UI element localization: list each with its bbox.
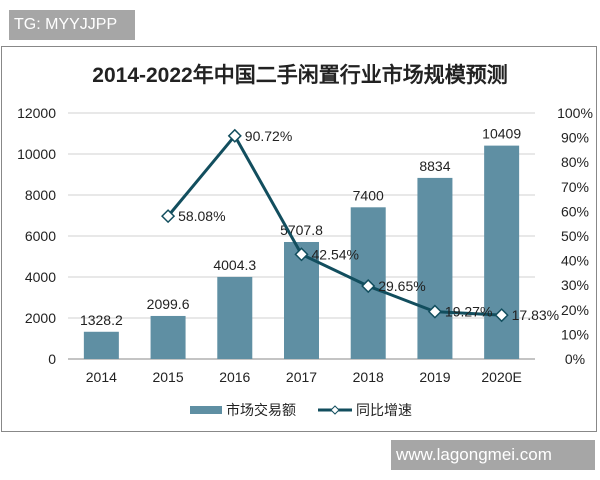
y-left-tick: 0 <box>48 351 56 367</box>
legend-bar-swatch <box>190 406 222 414</box>
x-tick: 2017 <box>286 369 317 385</box>
growth-label: 90.72% <box>245 128 292 144</box>
bar-label: 10409 <box>482 126 521 142</box>
growth-marker <box>227 128 242 143</box>
bar-label: 1328.2 <box>80 312 123 328</box>
y-right-tick: 30% <box>561 277 589 293</box>
bar <box>417 177 453 359</box>
growth-label: 19.27% <box>445 304 492 320</box>
y-right-tick: 100% <box>557 105 593 121</box>
bar-label: 2099.6 <box>147 296 190 312</box>
x-tick: 2016 <box>219 369 250 385</box>
y-left-tick: 4000 <box>25 269 56 285</box>
growth-marker <box>361 279 376 294</box>
y-right-tick: 70% <box>561 179 589 195</box>
y-right-tick: 80% <box>561 154 589 170</box>
y-left-tick: 8000 <box>25 187 56 203</box>
watermark-bottom: www.lagongmei.com <box>391 440 595 470</box>
y-right-tick: 60% <box>561 203 589 219</box>
growth-marker <box>161 209 176 224</box>
x-tick: 2014 <box>86 369 117 385</box>
x-tick: 2015 <box>152 369 183 385</box>
growth-marker <box>427 304 442 319</box>
growth-label: 29.65% <box>378 278 425 294</box>
x-tick: 2019 <box>419 369 450 385</box>
y-right-tick: 40% <box>561 253 589 269</box>
growth-marker <box>294 247 309 262</box>
watermark-top: TG: MYYJJPP <box>9 10 135 40</box>
y-left-tick: 2000 <box>25 310 56 326</box>
y-left-tick: 10000 <box>17 146 56 162</box>
chart-title: 2014-2022年中国二手闲置行业市场规模预测 <box>92 63 507 87</box>
bar-label: 7400 <box>353 187 384 203</box>
bar-label: 8834 <box>419 158 450 174</box>
x-tick: 2020E <box>481 369 521 385</box>
bar <box>217 276 253 359</box>
growth-label: 17.83% <box>512 307 559 323</box>
y-left-tick: 6000 <box>25 228 56 244</box>
bar <box>83 331 119 359</box>
growth-label: 42.54% <box>312 246 359 262</box>
y-right-tick: 20% <box>561 302 589 318</box>
y-left-tick: 12000 <box>17 105 56 121</box>
y-right-tick: 50% <box>561 228 589 244</box>
y-right-tick: 90% <box>561 130 589 146</box>
legend-line-marker <box>330 405 340 415</box>
growth-line <box>166 133 502 317</box>
x-tick: 2018 <box>353 369 384 385</box>
y-right-tick: 10% <box>561 326 589 342</box>
y-right-tick: 0% <box>565 351 585 367</box>
bar <box>150 315 186 359</box>
chart-frame <box>1 46 597 432</box>
bar <box>484 145 520 359</box>
legend-bar-label: 市场交易额 <box>226 402 296 418</box>
growth-marker <box>494 308 509 323</box>
growth-label: 58.08% <box>178 208 225 224</box>
bar-label: 4004.3 <box>213 257 256 273</box>
legend-line-label: 同比增速 <box>356 402 412 418</box>
